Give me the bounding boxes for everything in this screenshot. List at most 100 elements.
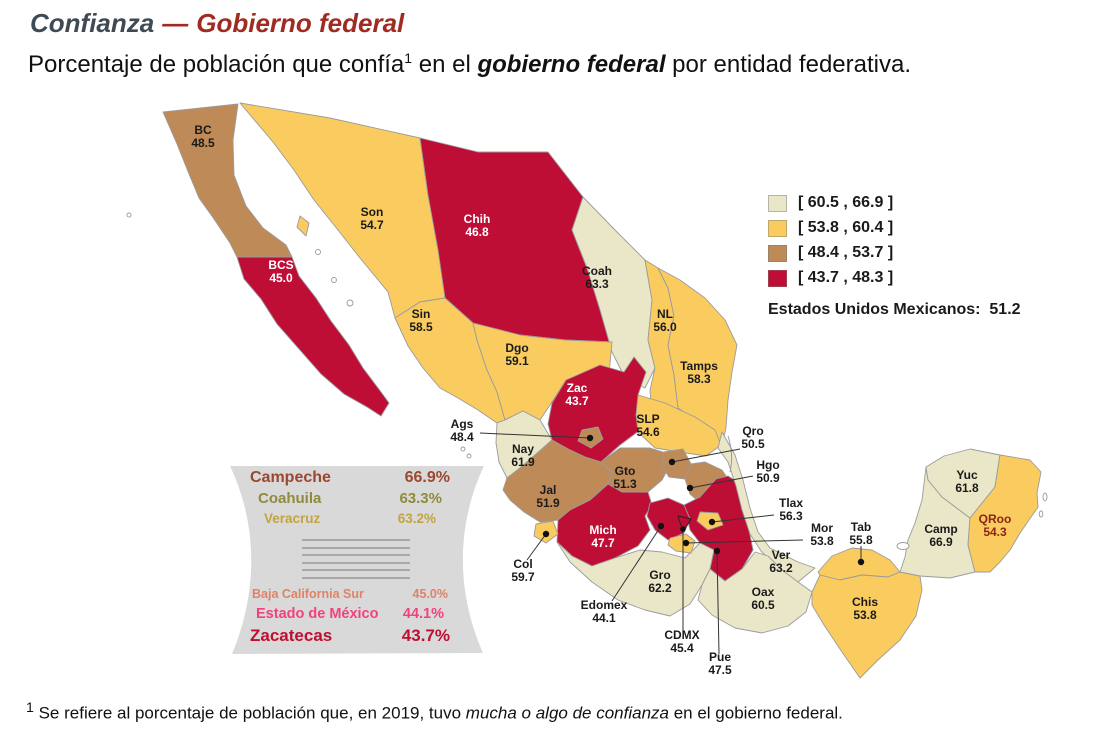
subtitle-text: Porcentaje de población que confía — [28, 51, 405, 78]
island-icon — [126, 212, 132, 218]
isla-tiburon — [296, 215, 310, 237]
state-shape-dgo — [472, 322, 613, 421]
island-icon — [331, 277, 337, 283]
page-title: Confianza — Gobierno federal — [30, 8, 404, 39]
title-dash: — — [162, 8, 189, 38]
state-label-tlax: Tlax 56.3 — [779, 496, 803, 523]
legend-swatch-3 — [768, 244, 787, 262]
omitted-rows-lines — [302, 539, 410, 579]
ranking-row: Estado de México 44.1% — [256, 605, 444, 622]
barrier-island — [727, 435, 733, 473]
state-label-zac: Zac 43.7 — [565, 381, 589, 408]
island-icon — [315, 249, 321, 255]
state-label-jal: Jal 51.9 — [536, 483, 560, 510]
leader-mor — [685, 539, 804, 544]
state-shape-cdmx — [677, 515, 692, 533]
state-label-slp: SLP 54.6 — [636, 412, 660, 439]
state-shape-zac — [547, 356, 649, 463]
state-shape-qroo — [967, 454, 1042, 573]
footnote-italic: mucha o algo de confianza — [465, 703, 669, 723]
ranking-row: Veracruz 63.2% — [264, 511, 436, 526]
legend-row: [ 60.5 , 66.9 ] — [768, 194, 1021, 212]
leader-qro — [671, 448, 741, 463]
state-label-coah: Coah 63.3 — [582, 264, 612, 291]
legend-swatch-4 — [768, 269, 787, 287]
page-subtitle: Porcentaje de población que confía1 en e… — [28, 50, 911, 78]
legend-row: [ 53.8 , 60.4 ] — [768, 219, 1021, 237]
leader-col — [526, 533, 547, 561]
title-highlight: Gobierno federal — [196, 8, 405, 38]
leader-edomex — [611, 525, 662, 602]
legend-label-2: [ 53.8 , 60.4 ] — [798, 219, 894, 236]
dot-hgo — [686, 484, 694, 492]
state-label-sin: Sin 58.5 — [409, 307, 433, 334]
state-label-chis: Chis 53.8 — [852, 595, 878, 622]
legend-swatch-1 — [768, 194, 787, 212]
national-average: Estados Unidos Mexicanos: 51.2 — [768, 301, 1021, 318]
state-label-gro: Gro 62.2 — [648, 568, 672, 595]
subtitle-emphasis: gobierno federal — [477, 51, 666, 78]
dot-tab — [857, 558, 865, 566]
state-label-ags: Ags 48.4 — [450, 417, 474, 444]
state-shape-mor — [667, 533, 696, 554]
state-label-gto: Gto 51.3 — [613, 464, 637, 491]
laguna-terminos — [896, 542, 910, 550]
island-cozumel — [1042, 492, 1048, 502]
legend-swatch-2 — [768, 219, 787, 237]
state-shape-gto — [600, 447, 671, 493]
footnote-ref: 1 — [404, 50, 413, 66]
state-shape-gro — [556, 541, 715, 617]
leader-hgo — [689, 475, 754, 489]
state-label-yuc: Yuc 61.8 — [955, 468, 979, 495]
state-label-pue: Pue 47.5 — [708, 650, 732, 677]
footnote-marker: 1 — [26, 700, 34, 716]
state-label-nay: Nay 61.9 — [511, 442, 535, 469]
state-label-camp: Camp 66.9 — [924, 522, 957, 549]
dot-edomex — [657, 522, 665, 530]
legend-label-4: [ 43.7 , 48.3 ] — [798, 269, 894, 286]
state-label-bc: BC 48.5 — [191, 123, 215, 150]
callout-shape — [230, 466, 484, 654]
state-label-dgo: Dgo 59.1 — [505, 341, 529, 368]
state-label-hgo: Hgo 50.9 — [756, 458, 780, 485]
dot-cdmx — [680, 526, 686, 532]
state-label-mich: Mich 47.7 — [589, 523, 616, 550]
state-label-qro: Qro 50.5 — [741, 424, 765, 451]
leader-pue — [716, 550, 720, 655]
state-label-tab: Tab 55.8 — [849, 520, 873, 547]
legend-label-1: [ 60.5 , 66.9 ] — [798, 194, 894, 211]
state-shape-oax — [697, 551, 813, 634]
state-shape-edomex — [646, 497, 691, 541]
island-icon — [1038, 510, 1044, 518]
leader-ags — [479, 432, 591, 439]
state-shape-bcs — [236, 256, 390, 417]
island-icon — [466, 453, 472, 459]
ranking-row: Baja California Sur 45.0% — [252, 586, 448, 601]
state-label-chih: Chih 46.8 — [464, 212, 491, 239]
ranking-row: Campeche 66.9% — [250, 469, 450, 486]
dot-pue — [713, 547, 721, 555]
title-prefix: Confianza — [30, 8, 155, 38]
state-label-oax: Oax 60.5 — [751, 585, 775, 612]
ranking-callout: Campeche 66.9% Coahuila 63.3% Veracruz 6… — [250, 469, 450, 648]
state-label-qroo: QRoo 54.3 — [979, 512, 1012, 539]
ranking-row: Zacatecas 43.7% — [250, 625, 450, 645]
state-label-bcs: BCS 45.0 — [268, 258, 293, 285]
island-icon — [346, 299, 354, 307]
state-label-ver: Ver 63.2 — [769, 548, 793, 575]
dot-mor — [682, 539, 690, 547]
state-label-nl: NL 56.0 — [653, 307, 677, 334]
leader-tlax — [711, 514, 775, 523]
island-icon — [460, 446, 466, 452]
national-average-value: 51.2 — [989, 301, 1021, 318]
state-label-son: Son 54.7 — [360, 205, 384, 232]
dot-col — [542, 530, 550, 538]
footnote: 1 Se refiere al porcentaje de población … — [26, 700, 843, 723]
state-shape-chis — [811, 571, 923, 679]
ranking-row: Coahuila 63.3% — [258, 490, 442, 507]
state-label-tamps: Tamps 58.3 — [680, 359, 718, 386]
dot-ags — [586, 434, 594, 442]
dot-tlax — [708, 518, 716, 526]
